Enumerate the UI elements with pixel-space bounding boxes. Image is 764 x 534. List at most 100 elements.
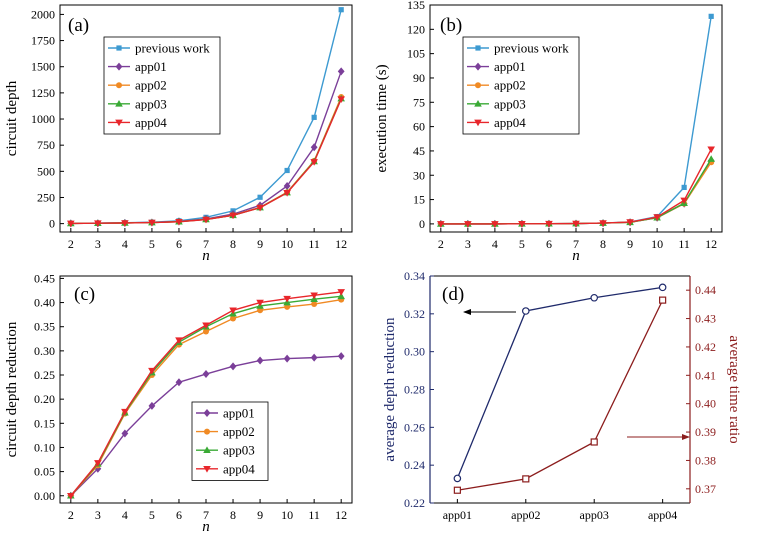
data-point xyxy=(311,301,318,308)
data-point xyxy=(453,474,462,483)
data-point xyxy=(338,7,344,13)
data-point xyxy=(229,362,237,371)
x-tick-label: 6 xyxy=(176,508,182,522)
data-point xyxy=(680,197,688,205)
series-line xyxy=(457,299,664,491)
legend-label: app04 xyxy=(494,115,526,130)
x-tick-label: 6 xyxy=(546,237,552,251)
y-tick-label: 75 xyxy=(413,95,425,109)
legend-marker xyxy=(116,45,122,51)
y-tick-label: 1250 xyxy=(31,86,55,100)
data-point xyxy=(707,155,715,162)
x-tick-label: 9 xyxy=(627,237,633,251)
panel-label: (c) xyxy=(74,284,95,305)
x-tick-label: 2 xyxy=(438,237,444,251)
series-average-time-ratio xyxy=(453,296,667,494)
x-tick-label: 11 xyxy=(678,237,690,251)
x-tick-label: 5 xyxy=(149,508,155,522)
legend-label: app04 xyxy=(135,115,167,130)
series-average-depth-reduction xyxy=(453,283,667,483)
legend-marker xyxy=(474,119,482,127)
x-tick-label: 11 xyxy=(308,237,320,251)
data-point xyxy=(175,337,183,345)
y-tick-label: 90 xyxy=(413,71,425,85)
legend-marker xyxy=(204,428,210,435)
series-line xyxy=(456,286,663,479)
data-point xyxy=(148,367,156,375)
data-point xyxy=(310,353,318,362)
data-point xyxy=(203,328,209,335)
right-axis-label: average time ratio xyxy=(726,335,742,443)
legend-marker xyxy=(203,466,211,473)
y-tick-label: 750 xyxy=(37,138,55,152)
x-axis-label: n xyxy=(572,248,580,264)
data-point xyxy=(94,220,102,228)
legend-marker xyxy=(203,409,211,417)
data-point xyxy=(202,322,210,330)
data-point xyxy=(590,438,598,446)
y-axis-label: circuit depth reduction xyxy=(4,321,20,457)
right-y-tick-label: 0.38 xyxy=(695,453,716,467)
legend-marker xyxy=(474,100,482,107)
data-point xyxy=(283,181,291,190)
legend-marker xyxy=(115,62,123,71)
y-tick-label: 250 xyxy=(37,190,55,204)
left-y-tick-label: 0.30 xyxy=(404,345,425,359)
data-point xyxy=(464,221,472,228)
data-point xyxy=(148,219,156,227)
x-tick-label: 4 xyxy=(122,237,128,251)
data-point xyxy=(572,220,580,228)
legend: previous work app01 app02 app03 app04 xyxy=(462,36,580,135)
x-tick-label: 5 xyxy=(149,237,155,251)
legend-label: app04 xyxy=(223,461,255,476)
data-point xyxy=(67,220,75,228)
data-point xyxy=(521,307,530,315)
y-tick-label: 0.20 xyxy=(34,392,55,406)
series-line xyxy=(440,161,712,225)
x-tick-label: 10 xyxy=(281,237,293,251)
data-point xyxy=(175,218,183,226)
series-app01 xyxy=(437,156,715,228)
x-tick-label: 12 xyxy=(335,237,347,251)
y-tick-label: 1500 xyxy=(31,60,55,74)
left-y-tick-label: 0.34 xyxy=(404,269,425,283)
data-point xyxy=(94,460,102,467)
x-tick-label: 6 xyxy=(176,237,182,251)
data-point xyxy=(229,307,237,315)
y-tick-label: 0.15 xyxy=(34,416,55,430)
x-tick-label: 2 xyxy=(68,508,74,522)
y-tick-label: 135 xyxy=(407,0,425,12)
panel-2: 2 3 4 5 6 7 8 9 10 11 120153045607590105120135nexe… xyxy=(374,0,723,264)
data-point xyxy=(545,220,553,228)
left-y-tick-label: 0.26 xyxy=(404,420,425,434)
y-tick-label: 1750 xyxy=(31,34,55,48)
data-point xyxy=(311,114,317,120)
x-tick-label: 7 xyxy=(573,237,579,251)
data-point xyxy=(121,429,129,438)
y-tick-label: 105 xyxy=(407,47,425,61)
right-y-tick-label: 0.39 xyxy=(695,425,716,439)
data-point xyxy=(658,283,667,292)
x-tick-label: 3 xyxy=(465,237,471,251)
y-tick-label: 1000 xyxy=(31,112,55,126)
left-y-tick-label: 0.32 xyxy=(404,307,425,321)
data-point xyxy=(284,303,291,310)
data-point xyxy=(230,315,237,322)
x-tick-label: 3 xyxy=(95,508,101,522)
y-axis-label: circuit depth xyxy=(4,80,20,156)
panel-3: 2 3 4 5 6 7 8 9 10 11 12 0.00 0.05 0.10 0.15 0.20 0.25 0.… xyxy=(4,271,353,534)
data-point xyxy=(707,146,715,154)
y-tick-label: 0.10 xyxy=(34,440,55,454)
y-tick-label: 500 xyxy=(37,164,55,178)
data-point xyxy=(257,307,264,314)
data-point xyxy=(283,354,291,363)
series-app04 xyxy=(437,146,715,228)
data-point xyxy=(337,289,345,296)
y-tick-label: 0.45 xyxy=(34,271,55,285)
y-axis-label: execution time (s) xyxy=(374,64,390,172)
data-point xyxy=(283,295,291,303)
data-point xyxy=(310,159,318,166)
y-tick-label: 0.35 xyxy=(34,320,55,334)
x-tick-label: 8 xyxy=(230,508,236,522)
data-point xyxy=(310,292,318,300)
